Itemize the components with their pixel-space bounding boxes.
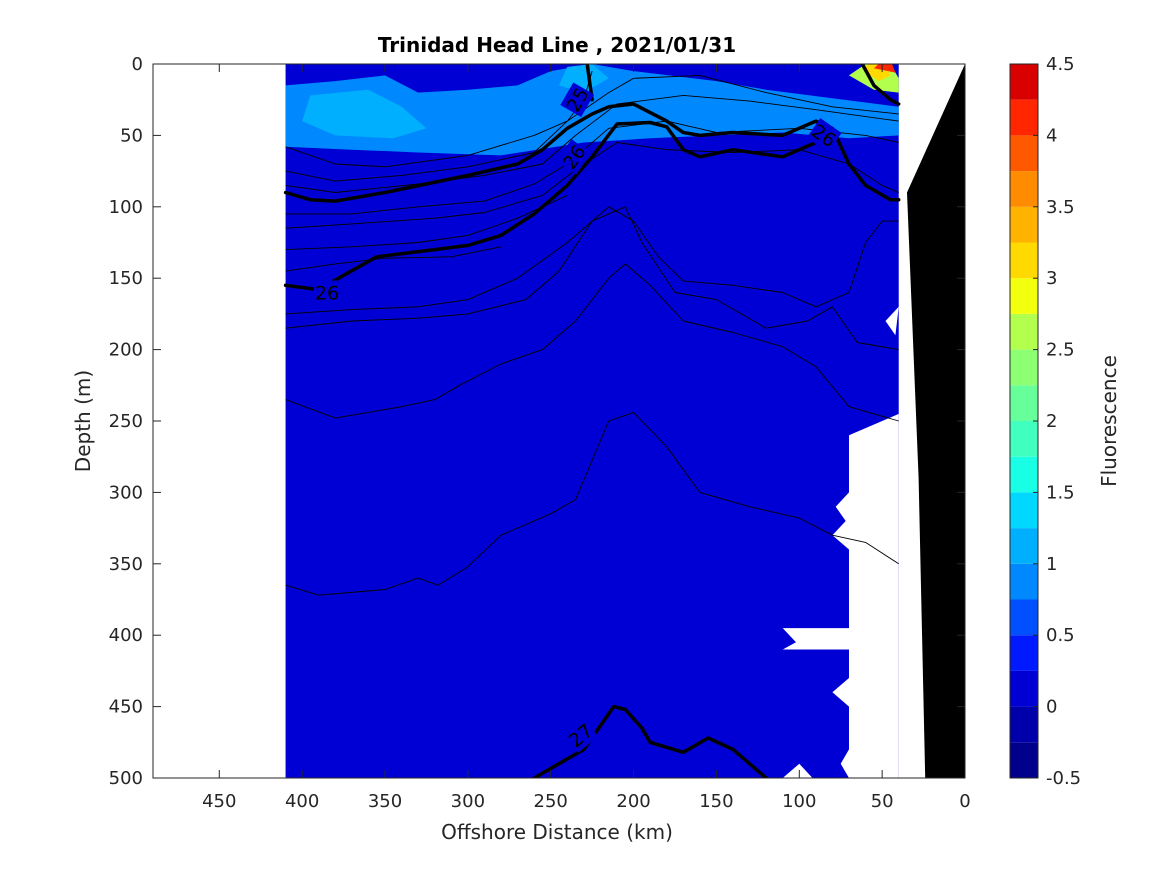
y-tick-label: 500: [109, 768, 143, 789]
colorbar-level: [1010, 670, 1038, 707]
x-tick-label: 100: [782, 791, 816, 812]
isopycnal-contour-bold: [532, 704, 768, 778]
colorbar-tick-label: -0.5: [1046, 768, 1081, 789]
surface-fluorescence-patch: [559, 64, 609, 93]
chart-title: Trinidad Head Line , 2021/01/31: [378, 33, 736, 57]
fluorescence-bloom-patch: [873, 64, 896, 73]
colorbar-tick-label: 0: [1046, 697, 1057, 718]
isopycnal-contour: [285, 206, 899, 315]
no-data-gap: [782, 763, 813, 778]
contour-label-background: [562, 717, 599, 753]
colorbar-level: [1010, 492, 1038, 529]
colorbar-tick-label: 4: [1046, 125, 1057, 146]
no-data-gap: [832, 492, 849, 550]
contour-label-background: [314, 280, 340, 305]
isopycnal-contour: [285, 411, 899, 596]
fluorescence-field: [285, 64, 899, 778]
x-tick-label: 450: [202, 791, 236, 812]
colorbar-level: [1010, 278, 1038, 314]
colorbar-label: Fluorescence: [1097, 355, 1121, 487]
colorbar-tick-label: 2: [1046, 411, 1057, 432]
x-tick-label: 0: [959, 791, 970, 812]
isopycnal-contour: [285, 94, 899, 193]
isopycnal-contour-bold: [283, 120, 818, 292]
no-data-gap: [782, 628, 849, 650]
isopycnal-contour-bold: [283, 102, 901, 203]
no-data-gap: [832, 678, 849, 707]
isopycnal-contour: [285, 206, 899, 351]
colorbar-tick-label: 3.5: [1046, 197, 1075, 218]
isopycnal-contour: [285, 246, 502, 272]
colorbar-level: [1010, 349, 1038, 386]
colorbar-level: [1010, 135, 1038, 172]
surface-fluorescence-patch: [302, 89, 427, 139]
colorbar-level: [1010, 313, 1038, 350]
y-tick-label: 200: [109, 340, 143, 361]
y-tick-label: 150: [109, 268, 143, 289]
contour-label-background: [560, 82, 595, 117]
colorbar-level: [1010, 206, 1038, 243]
x-tick-label: 150: [699, 791, 733, 812]
colorbar-level: [1010, 742, 1038, 778]
x-tick-label: 250: [534, 791, 568, 812]
no-data-gap: [849, 413, 899, 778]
y-tick-label: 250: [109, 411, 143, 432]
y-tick-label: 50: [120, 125, 143, 146]
x-tick-label: 50: [871, 791, 894, 812]
colorbar-level: [1010, 242, 1038, 279]
seafloor-bathymetry: [907, 64, 965, 778]
colorbar-tick-label: 2.5: [1046, 340, 1075, 361]
colorbar-level: [1010, 421, 1038, 457]
x-tick-label: 350: [368, 791, 402, 812]
colorbar-tick-label: 1: [1046, 554, 1057, 575]
contour-label-background: [806, 118, 842, 153]
colorbar-level: [1010, 64, 1038, 100]
no-data-gap: [840, 749, 849, 778]
colorbar-level: [1010, 635, 1038, 671]
y-tick-label: 450: [109, 697, 143, 718]
contour-label: 26: [315, 283, 339, 305]
y-tick-label: 100: [109, 197, 143, 218]
colorbar-level: [1010, 563, 1038, 600]
y-axis-label: Depth (m): [71, 370, 95, 472]
colorbar: 4.5 4 3.5 3 2.5 2 1.5 1 0.5 0 -0.5 Fluorescence: [1009, 54, 1121, 789]
colorbar-level: [1010, 528, 1038, 564]
y-tick-label: 0: [132, 54, 143, 75]
x-tick-label: 200: [616, 791, 650, 812]
x-axis-label: Offshore Distance (km): [441, 820, 673, 844]
colorbar-tick-label: 3: [1046, 268, 1057, 289]
colorbar-level: [1010, 171, 1038, 207]
colorbar-tick-label: 0.5: [1046, 625, 1075, 646]
colorbar-level: [1010, 706, 1038, 743]
colorbar-tick-label: 4.5: [1046, 54, 1075, 75]
x-tick-label: 300: [451, 791, 485, 812]
colorbar-level: [1010, 385, 1038, 421]
isopycnal-contour-bold: [860, 64, 901, 106]
no-data-gap: [885, 306, 899, 336]
colorbar-level: [1010, 456, 1038, 493]
isopycnal-contour: [285, 74, 899, 182]
isopycnal-contour: [285, 263, 899, 422]
y-tick-label: 350: [109, 554, 143, 575]
y-tick-label: 400: [109, 625, 143, 646]
colorbar-tick-label: 1.5: [1046, 482, 1075, 503]
colorbar-level: [1010, 99, 1038, 136]
isopycnal-contour: [285, 120, 899, 215]
isopycnal-contour: [285, 194, 568, 251]
colorbar-level: [1010, 599, 1038, 636]
x-tick-label: 400: [285, 791, 319, 812]
contour-label-group: 26: [314, 280, 340, 305]
contour-label-background: [556, 139, 592, 175]
y-tick-label: 300: [109, 482, 143, 503]
